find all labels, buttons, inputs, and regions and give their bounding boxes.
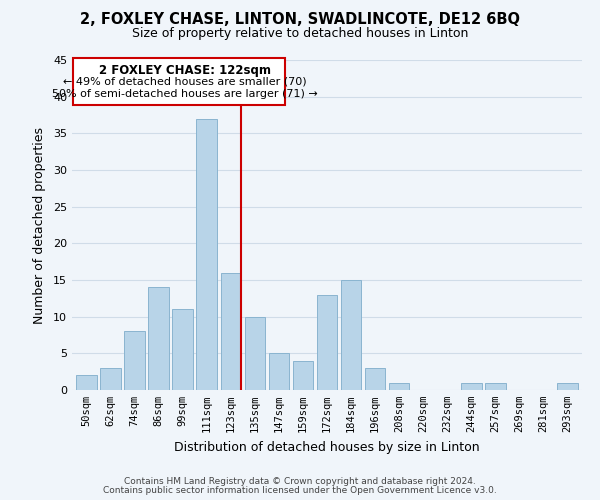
- Text: Contains public sector information licensed under the Open Government Licence v3: Contains public sector information licen…: [103, 486, 497, 495]
- FancyBboxPatch shape: [73, 58, 285, 106]
- Bar: [124, 332, 145, 390]
- Text: 2, FOXLEY CHASE, LINTON, SWADLINCOTE, DE12 6BQ: 2, FOXLEY CHASE, LINTON, SWADLINCOTE, DE…: [80, 12, 520, 28]
- Text: ← 49% of detached houses are smaller (70): ← 49% of detached houses are smaller (70…: [63, 77, 307, 87]
- Bar: [196, 118, 217, 390]
- Bar: [76, 376, 97, 390]
- Bar: [100, 368, 121, 390]
- Bar: [389, 382, 409, 390]
- Bar: [148, 288, 169, 390]
- Bar: [269, 354, 289, 390]
- Bar: [221, 272, 241, 390]
- Bar: [461, 382, 482, 390]
- Bar: [172, 310, 193, 390]
- Bar: [557, 382, 578, 390]
- Bar: [365, 368, 385, 390]
- Text: 50% of semi-detached houses are larger (71) →: 50% of semi-detached houses are larger (…: [52, 90, 318, 100]
- Bar: [317, 294, 337, 390]
- Text: Contains HM Land Registry data © Crown copyright and database right 2024.: Contains HM Land Registry data © Crown c…: [124, 477, 476, 486]
- Text: Size of property relative to detached houses in Linton: Size of property relative to detached ho…: [132, 28, 468, 40]
- Bar: [485, 382, 506, 390]
- Bar: [293, 360, 313, 390]
- Bar: [341, 280, 361, 390]
- Text: 2 FOXLEY CHASE: 122sqm: 2 FOXLEY CHASE: 122sqm: [99, 64, 271, 76]
- Y-axis label: Number of detached properties: Number of detached properties: [33, 126, 46, 324]
- Bar: [245, 316, 265, 390]
- X-axis label: Distribution of detached houses by size in Linton: Distribution of detached houses by size …: [174, 440, 480, 454]
